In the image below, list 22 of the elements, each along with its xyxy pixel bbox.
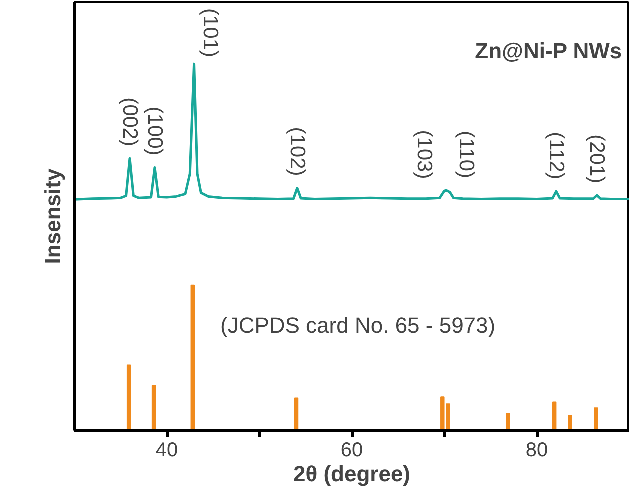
- annotation: (112): [544, 132, 568, 180]
- annotation: (002): [118, 98, 142, 147]
- annotation: (102): [286, 127, 309, 176]
- bar: [568, 414, 572, 430]
- x-tick-label: 80: [526, 440, 548, 462]
- annotation: (201): [586, 134, 609, 184]
- bar: [294, 398, 299, 430]
- x-tick-label: 40: [156, 440, 178, 462]
- x-tick-label: 60: [340, 440, 364, 462]
- bar: [506, 413, 510, 430]
- annotation: (103): [413, 130, 436, 180]
- chart-title: Zn@Ni-P NWs: [475, 38, 622, 64]
- bar: [152, 385, 156, 430]
- annotation: (100): [143, 106, 166, 156]
- annotation: (JCPDS card No. 65 - 5973): [220, 313, 496, 338]
- y-axis-title: Insensity: [40, 168, 66, 264]
- bar: [126, 364, 132, 430]
- bar: [190, 284, 196, 430]
- bar: [594, 408, 598, 430]
- x-axis-title: 2θ (degree): [293, 462, 411, 486]
- annotation: (101): [198, 8, 222, 58]
- annotation: (110): [454, 131, 478, 178]
